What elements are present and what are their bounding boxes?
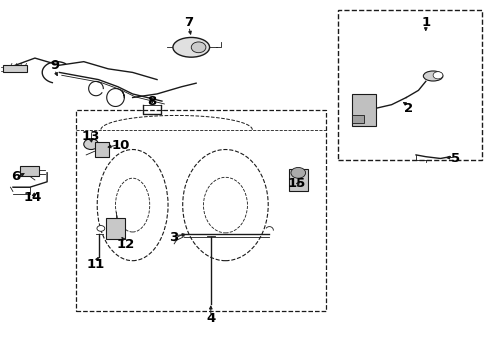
Text: 1: 1 xyxy=(421,16,430,29)
Circle shape xyxy=(433,72,443,79)
Text: 9: 9 xyxy=(50,59,59,72)
Text: 6: 6 xyxy=(11,170,20,183)
Text: 8: 8 xyxy=(147,95,157,108)
Text: 10: 10 xyxy=(111,139,129,152)
Text: 11: 11 xyxy=(87,258,105,271)
Text: 2: 2 xyxy=(404,102,413,115)
Text: 15: 15 xyxy=(287,177,305,190)
Text: 3: 3 xyxy=(170,231,179,244)
Circle shape xyxy=(97,226,105,231)
Text: 7: 7 xyxy=(184,16,194,29)
Bar xyxy=(351,94,376,126)
Bar xyxy=(20,166,39,176)
Ellipse shape xyxy=(423,71,443,81)
Bar xyxy=(289,169,308,191)
Text: 4: 4 xyxy=(206,311,216,325)
Bar xyxy=(351,116,364,123)
Bar xyxy=(338,10,482,160)
Text: 5: 5 xyxy=(450,152,460,165)
Text: 13: 13 xyxy=(82,130,100,144)
Text: 14: 14 xyxy=(23,192,42,204)
Circle shape xyxy=(291,167,306,178)
Ellipse shape xyxy=(173,37,210,57)
Bar xyxy=(95,142,109,157)
Bar xyxy=(3,65,26,72)
Bar xyxy=(76,110,326,311)
Circle shape xyxy=(84,139,98,149)
Text: 12: 12 xyxy=(116,238,134,251)
Ellipse shape xyxy=(191,42,206,53)
Bar xyxy=(106,218,125,239)
